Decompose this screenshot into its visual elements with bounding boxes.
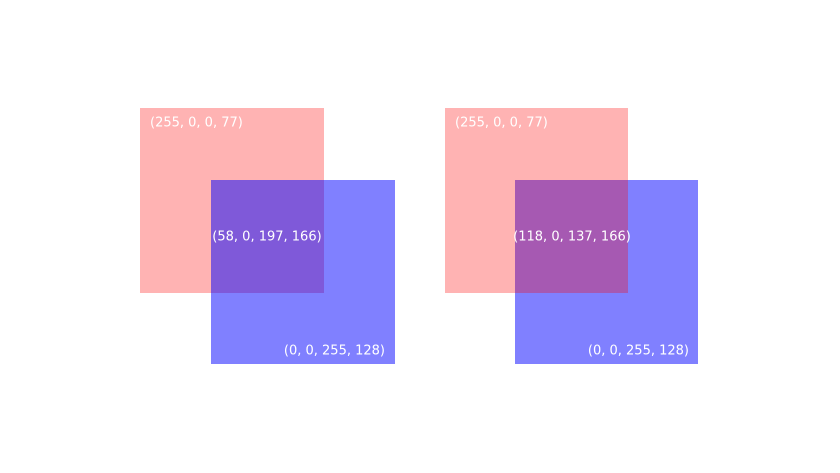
bottom-label: (0, 0, 255, 128) xyxy=(284,344,385,359)
overlap-label: (58, 0, 197, 166) xyxy=(212,230,321,245)
overlap xyxy=(515,180,628,293)
overlap-label: (118, 0, 137, 166) xyxy=(513,230,631,245)
top-label: (255, 0, 0, 77) xyxy=(455,116,548,131)
top-label: (255, 0, 0, 77) xyxy=(150,116,243,131)
panel: (255, 0, 0, 77) (118, 0, 137, 166) (0, 0… xyxy=(445,108,698,364)
bottom-label: (0, 0, 255, 128) xyxy=(588,344,689,359)
overlap xyxy=(211,180,324,293)
panel: (255, 0, 0, 77) (58, 0, 197, 166) (0, 0,… xyxy=(140,108,395,364)
